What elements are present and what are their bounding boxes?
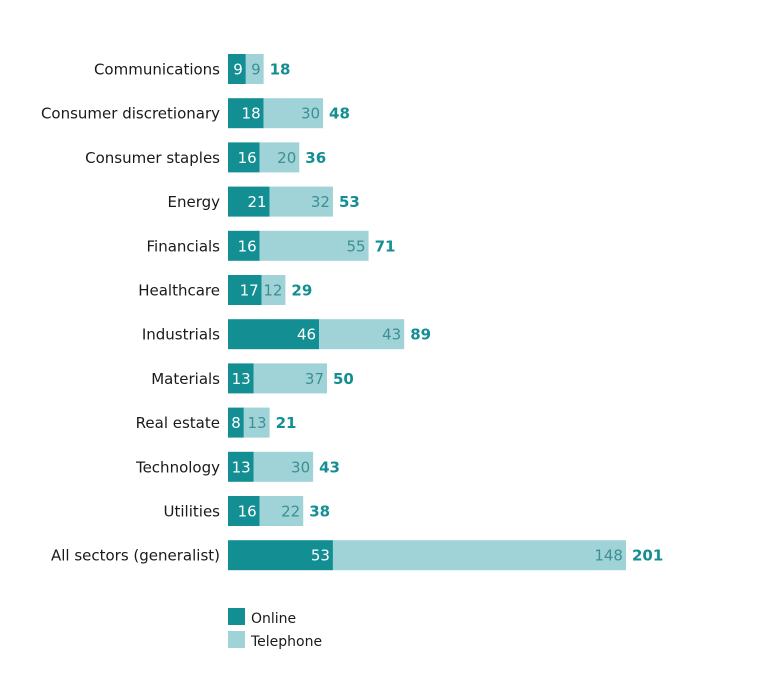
legend: Online Telephone [228, 608, 322, 650]
bar-row: Industrials 46 43 89 [142, 319, 431, 350]
category-label: Financials [147, 237, 221, 255]
total-value-label: 21 [276, 414, 297, 432]
total-value-label: 18 [270, 61, 291, 79]
telephone-value-label: 12 [263, 282, 282, 300]
bar-online [228, 186, 270, 217]
bar-telephone [253, 363, 327, 394]
category-label: Energy [167, 193, 220, 211]
category-label: Communications [94, 61, 220, 79]
bar-telephone [243, 407, 270, 438]
online-value-label: 13 [232, 370, 251, 388]
telephone-value-label: 22 [281, 503, 300, 521]
bar-online [228, 275, 262, 305]
bar-telephone [259, 496, 304, 526]
bar-online [228, 407, 244, 438]
bar-online [228, 54, 246, 84]
bar-row: Energy 21 32 53 [167, 186, 360, 217]
bar-telephone [259, 230, 369, 261]
category-label: Healthcare [138, 282, 220, 300]
bar-row: Consumer discretionary 18 30 48 [41, 98, 350, 129]
telephone-value-label: 37 [305, 370, 324, 388]
online-value-label: 16 [238, 149, 257, 167]
category-label: Technology [135, 458, 220, 476]
total-value-label: 71 [375, 237, 396, 255]
online-value-label: 9 [233, 61, 243, 79]
bar-online [228, 540, 333, 571]
bar-telephone [263, 98, 324, 129]
total-value-label: 50 [333, 370, 354, 388]
telephone-value-label: 32 [311, 193, 330, 211]
bar-telephone [259, 142, 300, 173]
bar-row: All sectors (generalist) 53 148 201 [51, 540, 663, 571]
bar-telephone [269, 186, 333, 217]
bar-row: Utilities 16 22 38 [164, 496, 330, 526]
bar-telephone [332, 540, 626, 571]
telephone-value-label: 9 [251, 61, 261, 79]
total-value-label: 53 [339, 193, 360, 211]
legend-online-swatch [228, 608, 245, 625]
online-value-label: 16 [238, 237, 257, 255]
category-label: Real estate [136, 414, 220, 432]
legend-telephone-label: Telephone [250, 634, 322, 650]
bar-online [228, 363, 254, 394]
total-value-label: 29 [291, 282, 312, 300]
online-value-label: 21 [247, 193, 266, 211]
online-value-label: 8 [231, 414, 241, 432]
category-label: Materials [151, 370, 220, 388]
total-value-label: 89 [410, 326, 431, 344]
telephone-value-label: 13 [247, 414, 266, 432]
legend-telephone-swatch [228, 631, 245, 648]
bar-row: Technology 13 30 43 [135, 451, 340, 482]
legend-online-label: Online [251, 611, 296, 627]
online-value-label: 53 [311, 547, 330, 565]
online-value-label: 18 [242, 105, 261, 123]
category-label: All sectors (generalist) [51, 547, 220, 565]
bar-online [228, 142, 260, 173]
bar-online [228, 98, 264, 129]
online-value-label: 17 [240, 282, 259, 300]
bar-row: Healthcare 17 12 29 [138, 275, 312, 305]
online-value-label: 16 [238, 503, 257, 521]
bar-row: Consumer staples 16 20 36 [85, 142, 326, 173]
telephone-value-label: 30 [291, 458, 310, 476]
category-label: Consumer discretionary [41, 105, 220, 123]
bar-telephone [261, 275, 286, 305]
category-label: Utilities [164, 503, 221, 521]
online-value-label: 46 [297, 326, 316, 344]
bar-online [228, 319, 320, 350]
total-value-label: 38 [309, 503, 330, 521]
bar-online [228, 451, 254, 482]
bar-online [228, 230, 260, 261]
bar-row: Communications 9 9 18 [94, 54, 291, 84]
bar-row: Real estate 8 13 21 [136, 407, 297, 438]
online-value-label: 13 [232, 458, 251, 476]
total-value-label: 36 [305, 149, 326, 167]
telephone-value-label: 20 [277, 149, 296, 167]
bar-row: Financials 16 55 71 [147, 230, 396, 261]
telephone-value-label: 30 [301, 105, 320, 123]
bar-telephone [245, 54, 264, 84]
bar-online [228, 496, 260, 526]
bar-row: Materials 13 37 50 [151, 363, 354, 394]
category-label: Industrials [142, 326, 220, 344]
category-label: Consumer staples [85, 149, 220, 167]
total-value-label: 201 [632, 547, 663, 565]
bar-telephone [253, 451, 314, 482]
total-value-label: 48 [329, 105, 350, 123]
telephone-value-label: 148 [594, 547, 623, 565]
bar-telephone [319, 319, 405, 350]
telephone-value-label: 43 [382, 326, 401, 344]
total-value-label: 43 [319, 458, 340, 476]
telephone-value-label: 55 [346, 237, 365, 255]
